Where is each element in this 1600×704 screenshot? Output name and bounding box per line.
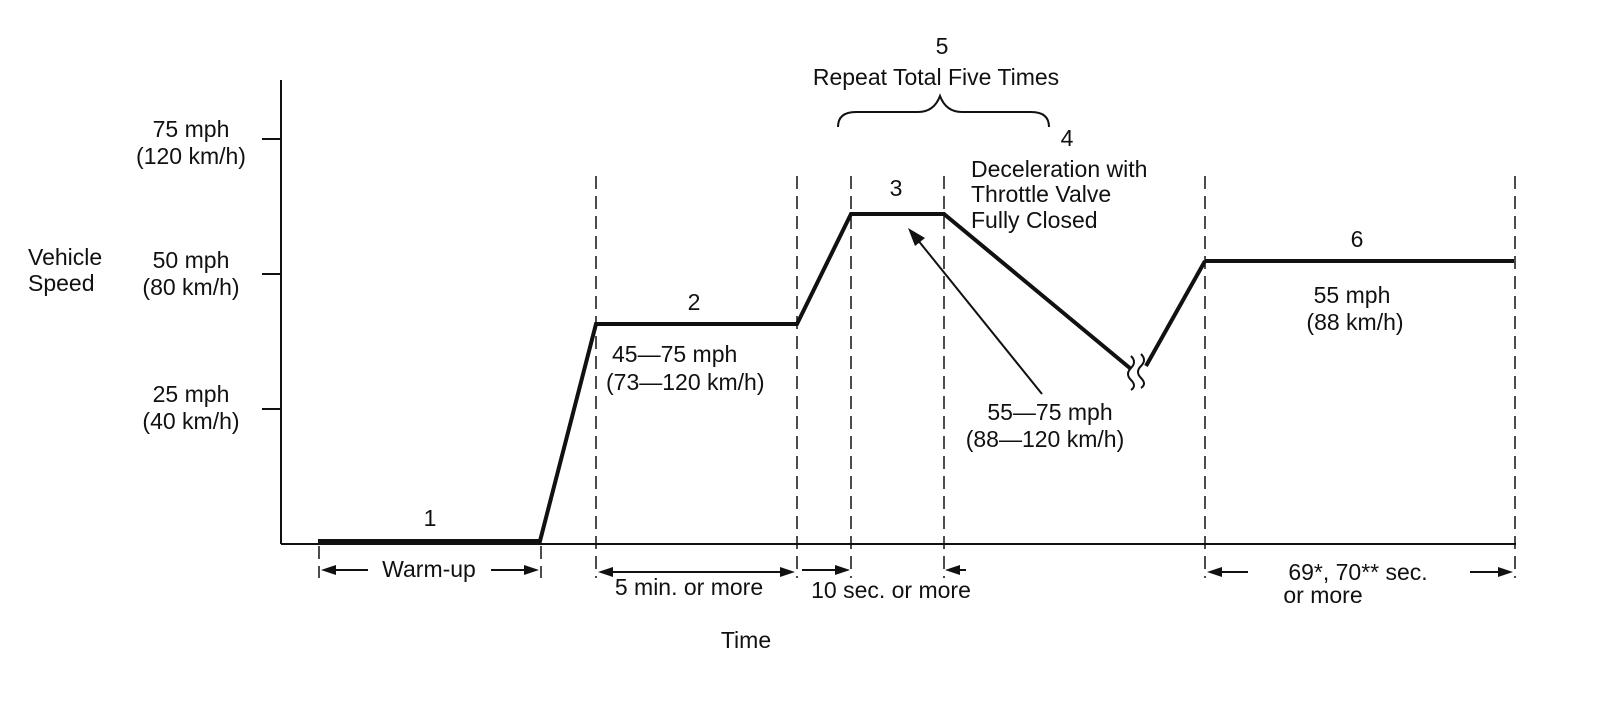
- step6-duration-line1: 69*, 70** sec.: [1288, 559, 1427, 585]
- duration-indicators: Warm-up 5 min. or more 10 sec. or more 6…: [318, 546, 1513, 608]
- step-2-speed-kmh: (73—120 km/h): [606, 369, 765, 395]
- step-2-number: 2: [688, 289, 701, 315]
- callout-speed-kmh: (88—120 km/h): [966, 426, 1125, 452]
- y-axis-labels: Vehicle Speed 75 mph (120 km/h) 50 mph (…: [28, 116, 246, 434]
- step-6-speed-mph: 55 mph: [1314, 282, 1391, 308]
- x-axis-label: Time: [721, 627, 771, 653]
- step2-arrowhead-right: [780, 567, 795, 577]
- tick-label-25-mph: 25 mph: [153, 381, 230, 407]
- step-1-number: 1: [424, 505, 437, 531]
- step3-arrowhead-in: [835, 565, 850, 575]
- speed-trace: [318, 212, 1514, 543]
- step6-duration-line2: or more: [1283, 582, 1362, 608]
- tick-label-80-kmh: (80 km/h): [142, 274, 239, 300]
- warmup-arrowhead-right: [524, 565, 539, 575]
- step-3-callout: 55—75 mph (88—120 km/h): [908, 228, 1124, 452]
- tick-label-40-kmh: (40 km/h): [142, 408, 239, 434]
- step6-arrowhead-right: [1498, 567, 1513, 577]
- callout-arrowhead: [908, 228, 925, 246]
- step2-arrowhead-left: [598, 567, 613, 577]
- callout-speed-mph: 55—75 mph: [987, 399, 1112, 425]
- step-labels: 1 2 45—75 mph (73—120 km/h) 3 4 Decelera…: [424, 33, 1404, 531]
- tick-label-50-mph: 50 mph: [153, 247, 230, 273]
- step-4-line3: Fully Closed: [971, 207, 1098, 233]
- step-4-line2: Throttle Valve: [971, 181, 1111, 207]
- step-4-line1: Deceleration with: [971, 156, 1147, 182]
- y-axis-label-line1: Vehicle: [28, 244, 102, 270]
- trace-warmup-to-step3: [318, 212, 1133, 543]
- step3-duration-label: 10 sec. or more: [811, 577, 971, 603]
- step2-duration-label: 5 min. or more: [615, 574, 763, 600]
- step3-arrowhead-out: [945, 565, 960, 575]
- step-5-label: Repeat Total Five Times: [813, 64, 1059, 90]
- step-6-speed-kmh: (88 km/h): [1306, 309, 1403, 335]
- step-5-number: 5: [936, 33, 949, 59]
- step-4-number: 4: [1061, 125, 1074, 151]
- callout-leader-line: [912, 233, 1043, 395]
- phase-boundaries: [595, 176, 1516, 578]
- y-axis-label-line2: Speed: [28, 270, 95, 296]
- trace-recovery-to-step6: [1144, 260, 1207, 367]
- warmup-duration-label: Warm-up: [382, 556, 476, 582]
- warmup-arrowhead-left: [321, 565, 336, 575]
- axes: [262, 80, 1516, 545]
- tick-label-75-mph: 75 mph: [153, 116, 230, 142]
- step-3-number: 3: [890, 175, 903, 201]
- step-6-number: 6: [1351, 226, 1364, 252]
- time-break-symbol: [1127, 353, 1145, 391]
- step-2-speed-mph: 45—75 mph: [612, 341, 737, 367]
- tick-label-120-kmh: (120 km/h): [136, 143, 246, 169]
- step-5-brace: [837, 93, 1050, 128]
- step6-arrowhead-left: [1207, 567, 1222, 577]
